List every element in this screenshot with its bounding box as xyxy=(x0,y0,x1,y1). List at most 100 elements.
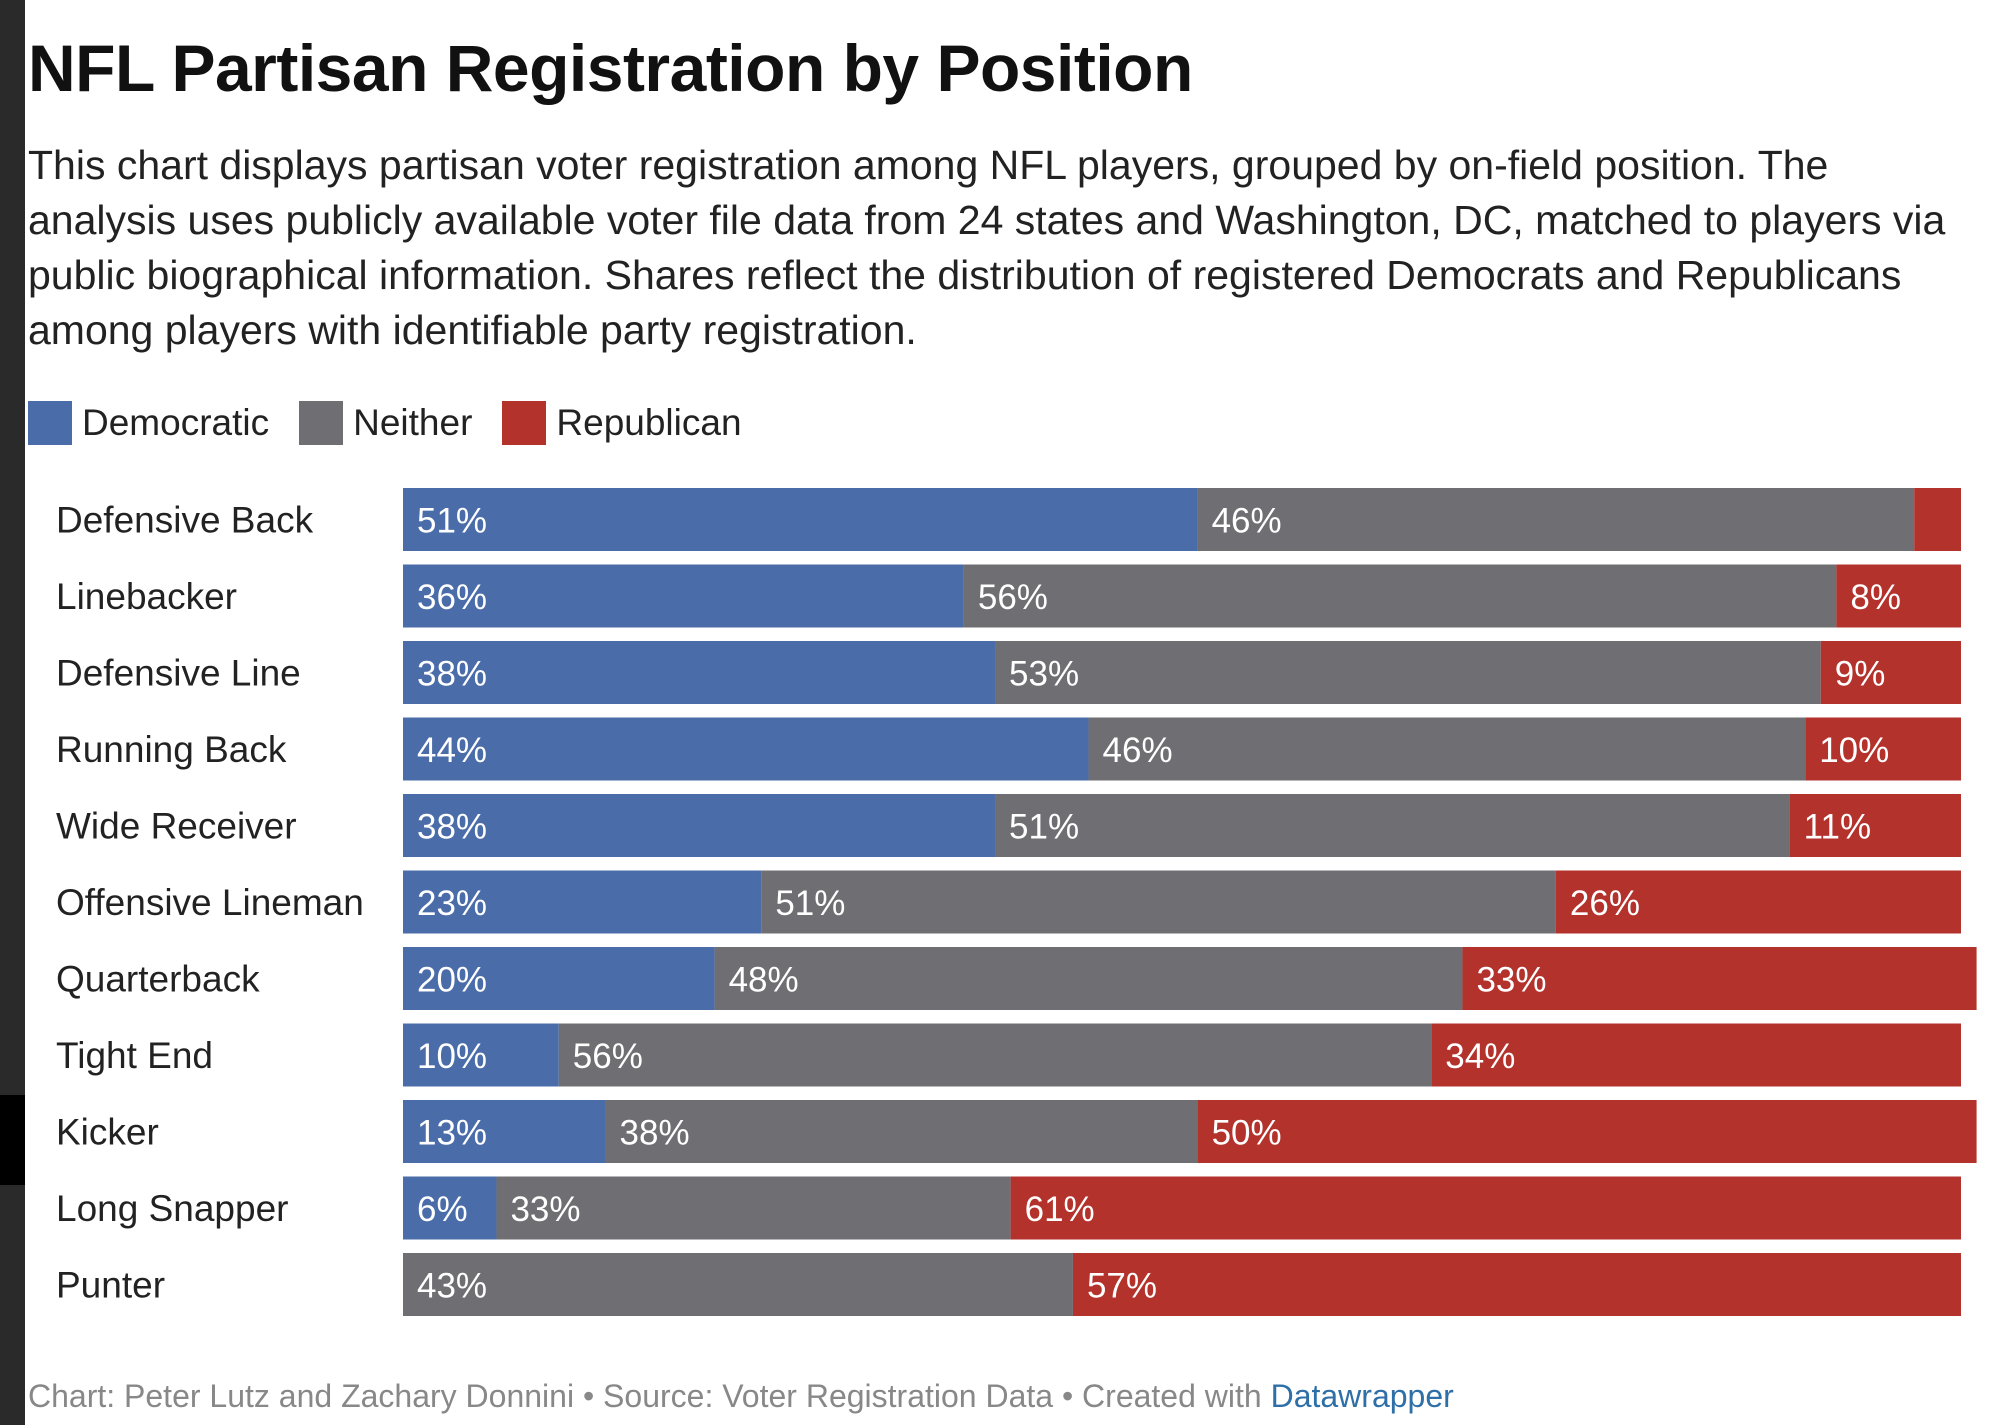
bar-row: Linebacker 36% 56% 8% xyxy=(56,564,1961,628)
chart-footer: Chart: Peter Lutz and Zachary Donnini • … xyxy=(28,1378,1454,1415)
bar-segment-neither xyxy=(403,1253,1073,1316)
bar-row: Kicker 13% 38% 50% xyxy=(56,1100,1977,1163)
bar-row: Offensive Lineman 23% 51% 26% xyxy=(56,870,1961,934)
bar-segment-democratic xyxy=(403,1176,497,1240)
value-label: 34% xyxy=(1445,1037,1515,1076)
value-label: 38% xyxy=(417,808,487,847)
value-label: 56% xyxy=(573,1037,643,1076)
bar-segment-republican xyxy=(1555,870,1961,934)
bar-segment-republican xyxy=(1462,947,1977,1010)
value-label: 23% xyxy=(417,884,487,923)
bar-segment-neither xyxy=(995,794,1790,857)
value-label: 51% xyxy=(1009,808,1079,847)
category-label: Defensive Back xyxy=(56,500,314,541)
bar-segment-neither xyxy=(496,1176,1011,1240)
category-label: Punter xyxy=(56,1265,165,1306)
value-label: 10% xyxy=(1819,731,1889,770)
chart-subtitle: This chart displays partisan voter regis… xyxy=(28,142,1946,353)
bar-segment-democratic xyxy=(403,717,1089,781)
category-label: Offensive Lineman xyxy=(56,882,364,923)
value-label: 48% xyxy=(729,961,799,1000)
bar-segment-republican xyxy=(1914,488,1961,551)
bar-segment-neither xyxy=(963,564,1837,628)
bar-segment-democratic xyxy=(403,641,996,704)
legend-label-republican: Republican xyxy=(556,402,742,443)
value-label: 44% xyxy=(417,731,487,770)
legend-swatch-democratic xyxy=(28,401,72,445)
legend-label-democratic: Democratic xyxy=(82,402,270,443)
legend-swatch-republican xyxy=(502,401,547,445)
category-label: Quarterback xyxy=(56,959,260,1000)
legend-item-neither: Neither xyxy=(299,401,472,445)
value-label: 33% xyxy=(1476,961,1546,1000)
chart-title: NFL Partisan Registration by Position xyxy=(28,31,1193,105)
legend-swatch-neither xyxy=(299,401,344,445)
value-label: 20% xyxy=(417,961,487,1000)
category-label: Tight End xyxy=(56,1035,213,1076)
bar-segment-neither xyxy=(714,947,1463,1010)
value-label: 51% xyxy=(417,502,487,541)
bar-segment-democratic xyxy=(403,1100,606,1163)
bar-segment-democratic xyxy=(403,947,715,1010)
legend-label-neither: Neither xyxy=(353,402,473,443)
bar-segment-republican xyxy=(1431,1023,1961,1087)
bar-segment-neither xyxy=(558,1023,1432,1087)
footer-credits: Chart: Peter Lutz and Zachary Donnini • … xyxy=(28,1378,1271,1414)
value-label: 38% xyxy=(417,655,487,694)
bar-row: Tight End 10% 56% 34% xyxy=(56,1023,1961,1087)
bar-row: Defensive Back 51% 46% xyxy=(56,488,1961,551)
category-label: Defensive Line xyxy=(56,653,301,694)
bar-segment-republican xyxy=(1805,717,1961,781)
value-label: 50% xyxy=(1212,1114,1282,1153)
value-label: 61% xyxy=(1025,1190,1095,1229)
value-label: 38% xyxy=(620,1114,690,1153)
bar-segment-republican xyxy=(1836,564,1961,628)
bar-segment-republican xyxy=(1820,641,1961,704)
category-label: Long Snapper xyxy=(56,1188,288,1229)
bar-row: Running Back 44% 46% 10% xyxy=(56,717,1961,781)
bar-segment-neither xyxy=(605,1100,1198,1163)
chart-legend: Democratic Neither Republican xyxy=(28,400,772,446)
bar-segment-neither xyxy=(1197,488,1915,551)
value-label: 46% xyxy=(1212,502,1282,541)
value-label: 57% xyxy=(1087,1267,1157,1306)
bar-row: Long Snapper 6% 33% 61% xyxy=(56,1176,1961,1240)
value-label: 53% xyxy=(1009,655,1079,694)
value-label: 51% xyxy=(775,884,845,923)
legend-item-democratic: Democratic xyxy=(28,401,269,445)
category-label: Kicker xyxy=(56,1112,159,1153)
bar-row: Punter 43% 57% xyxy=(56,1253,1961,1316)
value-label: 13% xyxy=(417,1114,487,1153)
bar-segment-democratic xyxy=(403,564,964,628)
value-label: 56% xyxy=(978,578,1048,617)
category-label: Running Back xyxy=(56,729,287,770)
bar-segment-democratic xyxy=(403,794,996,857)
background-block xyxy=(0,1095,25,1185)
bar-segment-republican xyxy=(1197,1100,1977,1163)
value-label: 9% xyxy=(1835,655,1886,694)
bar-segment-democratic xyxy=(403,870,762,934)
background-strip xyxy=(0,0,25,1425)
bar-segment-republican xyxy=(1010,1176,1961,1240)
value-label: 6% xyxy=(417,1190,468,1229)
value-label: 46% xyxy=(1103,731,1173,770)
bar-segment-neither xyxy=(761,870,1556,934)
bar-row: Quarterback 20% 48% 33% xyxy=(56,947,1977,1010)
category-label: Linebacker xyxy=(56,576,237,617)
value-label: 33% xyxy=(510,1190,580,1229)
bar-segment-democratic xyxy=(403,1023,559,1087)
value-label: 43% xyxy=(417,1267,487,1306)
bar-row: Wide Receiver 38% 51% 11% xyxy=(56,794,1961,857)
category-label: Wide Receiver xyxy=(56,806,297,847)
value-label: 36% xyxy=(417,578,487,617)
bar-segment-democratic xyxy=(403,488,1198,551)
value-label: 8% xyxy=(1850,578,1901,617)
bar-segment-neither xyxy=(995,641,1821,704)
bar-segment-republican xyxy=(1072,1253,1961,1316)
datawrapper-link[interactable]: Datawrapper xyxy=(1270,1378,1454,1414)
legend-item-republican: Republican xyxy=(502,401,742,445)
value-label: 26% xyxy=(1570,884,1640,923)
bar-segment-republican xyxy=(1789,794,1961,857)
bar-segment-neither xyxy=(1088,717,1806,781)
